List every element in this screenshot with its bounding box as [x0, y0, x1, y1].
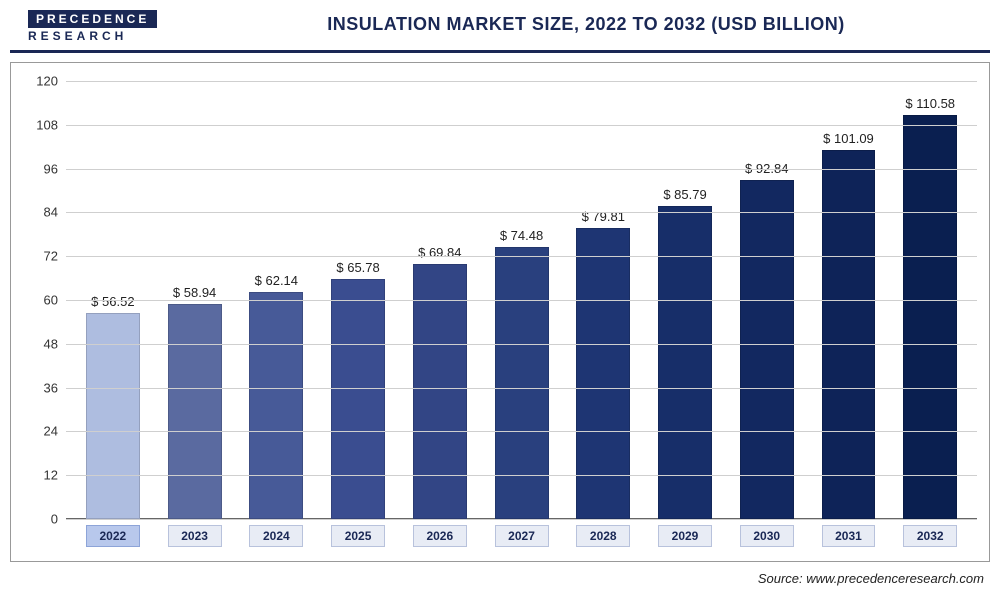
- grid-line: [66, 475, 977, 476]
- bar-value-label: $ 79.81: [582, 209, 625, 224]
- bar-value-label: $ 69.84: [418, 245, 461, 260]
- title-divider: [10, 50, 990, 53]
- x-category-label: 2027: [495, 525, 549, 547]
- x-category-label: 2026: [413, 525, 467, 547]
- y-tick-label: 0: [51, 512, 58, 527]
- grid-line: [66, 344, 977, 345]
- bar-value-label: $ 101.09: [823, 131, 874, 146]
- bar-value-label: $ 85.79: [663, 187, 706, 202]
- bar: [822, 150, 876, 519]
- bar: [331, 279, 385, 519]
- y-tick-label: 12: [44, 468, 58, 483]
- y-tick-label: 96: [44, 161, 58, 176]
- x-category-label: 2023: [168, 525, 222, 547]
- grid-line: [66, 519, 977, 520]
- bar-value-label: $ 56.52: [91, 294, 134, 309]
- x-category-label: 2025: [331, 525, 385, 547]
- brand-logo: PRECEDENCE RESEARCH: [28, 10, 157, 43]
- y-tick-label: 84: [44, 205, 58, 220]
- grid-line: [66, 125, 977, 126]
- x-category-label: 2022: [86, 525, 140, 547]
- bar: [658, 206, 712, 519]
- bar: [903, 115, 957, 519]
- grid-line: [66, 388, 977, 389]
- grid-line: [66, 212, 977, 213]
- logo-line-top: PRECEDENCE: [28, 10, 157, 28]
- y-tick-label: 72: [44, 249, 58, 264]
- bar-value-label: $ 58.94: [173, 285, 216, 300]
- x-category-label: 2028: [576, 525, 630, 547]
- chart-container: $ 56.52 2022 $ 58.94 2023 $ 62.14 2024 $ 65.78…: [10, 62, 990, 562]
- grid-line: [66, 431, 977, 432]
- grid-line: [66, 256, 977, 257]
- bar: [249, 292, 303, 519]
- y-tick-label: 48: [44, 336, 58, 351]
- plot-area: $ 56.522022$ 58.942023$ 62.142024$ 65.78…: [66, 81, 977, 519]
- y-tick-label: 120: [36, 74, 58, 89]
- x-category-label: 2030: [740, 525, 794, 547]
- grid-line: [66, 169, 977, 170]
- y-tick-label: 60: [44, 293, 58, 308]
- bar-value-label: $ 74.48: [500, 228, 543, 243]
- source-attribution: Source: www.precedenceresearch.com: [758, 571, 984, 586]
- x-category-label: 2031: [822, 525, 876, 547]
- bar: [740, 180, 794, 519]
- logo-line-bottom: RESEARCH: [28, 28, 157, 43]
- bar-value-label: $ 110.58: [905, 96, 955, 111]
- bar-value-label: $ 65.78: [336, 260, 379, 275]
- x-category-label: 2029: [658, 525, 712, 547]
- bar-value-label: $ 62.14: [255, 273, 298, 288]
- bar: [168, 304, 222, 519]
- y-tick-label: 24: [44, 424, 58, 439]
- bar: [495, 247, 549, 519]
- x-category-label: 2024: [249, 525, 303, 547]
- y-tick-label: 36: [44, 380, 58, 395]
- x-category-label: 2032: [903, 525, 957, 547]
- chart-title: INSULATION MARKET SIZE, 2022 TO 2032 (US…: [200, 14, 972, 35]
- bar: [413, 264, 467, 519]
- y-tick-label: 108: [36, 117, 58, 132]
- grid-line: [66, 81, 977, 82]
- grid-line: [66, 300, 977, 301]
